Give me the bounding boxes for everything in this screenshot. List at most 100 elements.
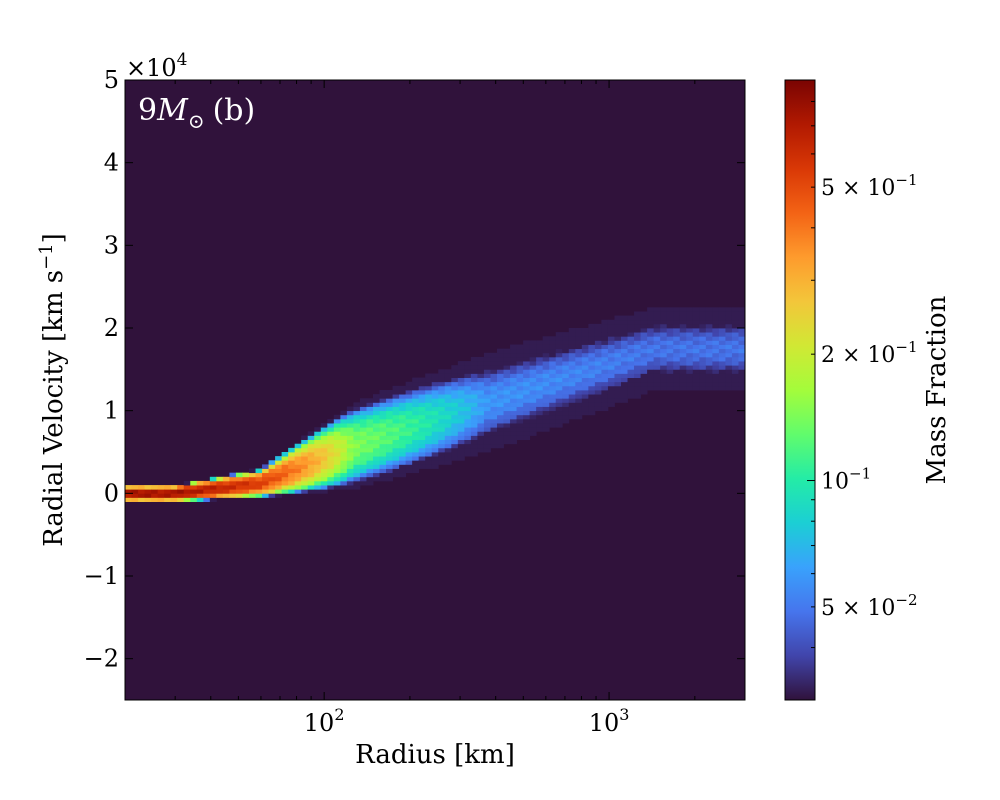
heatmap-cell bbox=[405, 464, 413, 469]
heatmap-cell bbox=[425, 456, 433, 461]
heatmap-cell bbox=[712, 311, 720, 316]
heatmap-cell bbox=[242, 472, 250, 478]
heatmap-cell bbox=[542, 373, 550, 378]
heatmap-cell bbox=[523, 435, 531, 440]
heatmap-cell bbox=[242, 480, 250, 486]
heatmap-cell bbox=[138, 489, 145, 494]
heatmap-cell bbox=[457, 369, 465, 374]
heatmap-cell bbox=[366, 468, 374, 474]
heatmap-cell bbox=[529, 402, 537, 407]
heatmap-cell bbox=[373, 406, 380, 412]
heatmap-cell bbox=[405, 414, 413, 420]
heatmap-cell bbox=[640, 315, 648, 321]
heatmap-cell bbox=[738, 348, 745, 354]
heatmap-cell bbox=[320, 427, 328, 432]
heatmap-cell bbox=[549, 398, 557, 403]
heatmap-cell bbox=[562, 381, 570, 387]
heatmap-cell bbox=[497, 356, 504, 362]
heatmap-cell bbox=[333, 476, 341, 482]
heatmap-cell bbox=[307, 435, 315, 440]
heatmap-cell bbox=[562, 410, 570, 416]
heatmap-cell bbox=[470, 369, 478, 374]
heatmap-cell bbox=[359, 427, 367, 432]
heatmap-cell bbox=[699, 307, 707, 312]
heatmap-cell bbox=[536, 385, 544, 391]
heatmap-cell bbox=[451, 365, 459, 370]
heatmap-cell bbox=[692, 307, 700, 312]
heatmap-cell bbox=[359, 460, 367, 465]
heatmap-cell bbox=[477, 410, 485, 416]
heatmap-cell bbox=[503, 394, 511, 399]
heatmap-cell bbox=[386, 456, 393, 461]
heatmap-cell bbox=[588, 410, 596, 416]
x-tick-label: 102 bbox=[304, 705, 345, 737]
heatmap-cell bbox=[588, 402, 596, 407]
heatmap-cell bbox=[660, 315, 668, 321]
heatmap-cell bbox=[451, 385, 459, 391]
heatmap-cell bbox=[705, 328, 713, 333]
heatmap-cell bbox=[379, 414, 387, 420]
heatmap-cell bbox=[379, 460, 387, 465]
heatmap-cell bbox=[594, 352, 602, 358]
heatmap-cell bbox=[359, 480, 367, 486]
heatmap-cell bbox=[307, 464, 315, 469]
heatmap-cell bbox=[510, 394, 517, 399]
heatmap-cell bbox=[562, 402, 570, 407]
heatmap-cell bbox=[562, 390, 570, 395]
heatmap-cell bbox=[418, 443, 426, 449]
heatmap-cell bbox=[660, 369, 668, 374]
heatmap-cell bbox=[536, 344, 544, 350]
heatmap-cell bbox=[549, 352, 557, 358]
heatmap-cell bbox=[366, 456, 374, 461]
heatmap-cell bbox=[457, 452, 465, 457]
heatmap-cell bbox=[712, 323, 720, 329]
heatmap-cell bbox=[523, 348, 531, 354]
heatmap-cell bbox=[607, 365, 615, 370]
heatmap-cell bbox=[268, 468, 276, 474]
heatmap-cell bbox=[634, 332, 641, 337]
heatmap-cell bbox=[588, 344, 596, 350]
heatmap-cell bbox=[523, 369, 531, 374]
heatmap-cell bbox=[418, 447, 426, 453]
heatmap-cell bbox=[679, 365, 687, 370]
heatmap-cell bbox=[483, 361, 491, 366]
heatmap-cell bbox=[601, 323, 609, 329]
heatmap-cell bbox=[510, 431, 517, 436]
heatmap-cell bbox=[562, 369, 570, 374]
heatmap-cell bbox=[490, 423, 498, 428]
heatmap-cell bbox=[627, 361, 635, 366]
heatmap-cell bbox=[288, 456, 296, 461]
heatmap-cell bbox=[555, 352, 563, 358]
heatmap-cell bbox=[731, 369, 739, 374]
heatmap-cell bbox=[594, 348, 602, 354]
heatmap-cell bbox=[281, 452, 289, 457]
heatmap-cell bbox=[346, 460, 354, 465]
heatmap-cell bbox=[536, 356, 544, 362]
heatmap-cell bbox=[366, 452, 374, 457]
heatmap-cell bbox=[666, 336, 674, 341]
heatmap-cell bbox=[438, 410, 446, 416]
heatmap-cell bbox=[307, 443, 315, 449]
heatmap-cell bbox=[425, 439, 433, 445]
heatmap-cell bbox=[288, 464, 296, 469]
heatmap-cell bbox=[738, 365, 745, 370]
heatmap-cell bbox=[594, 365, 602, 370]
heatmap-cell bbox=[549, 365, 557, 370]
heatmap-cell bbox=[346, 431, 354, 436]
heatmap-cell bbox=[451, 398, 459, 403]
heatmap-cell bbox=[359, 472, 367, 478]
heatmap-cell bbox=[444, 377, 452, 383]
heatmap-cell bbox=[294, 443, 302, 449]
heatmap-cell bbox=[386, 435, 393, 440]
heatmap-cell bbox=[699, 311, 707, 316]
heatmap-cell bbox=[359, 439, 367, 445]
heatmap-cell bbox=[594, 394, 602, 399]
heatmap-cell bbox=[222, 476, 230, 482]
heatmap-cell bbox=[575, 365, 583, 370]
heatmap-cell bbox=[373, 418, 380, 424]
heatmap-cell bbox=[601, 381, 609, 387]
heatmap-cell bbox=[483, 414, 491, 420]
heatmap-cell bbox=[412, 418, 420, 424]
heatmap-cell bbox=[575, 402, 583, 407]
heatmap-cell bbox=[359, 402, 367, 407]
